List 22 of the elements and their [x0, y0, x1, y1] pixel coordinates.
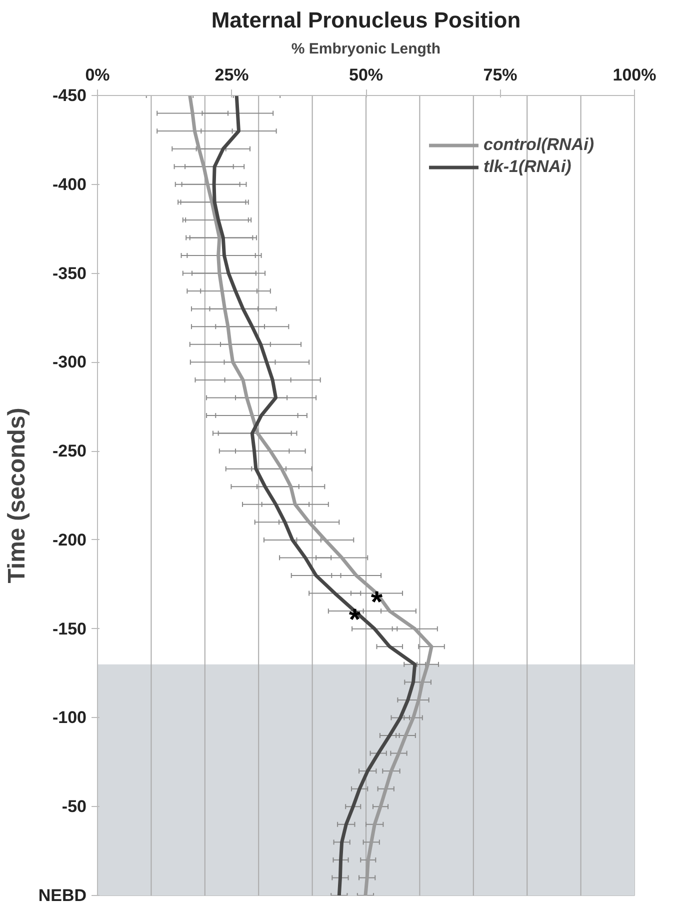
- x-tick-label: 100%: [612, 66, 656, 84]
- x-tick-label: 75%: [483, 66, 518, 84]
- annotation: *: [370, 586, 383, 619]
- x-tick-label: 50%: [348, 66, 384, 84]
- y-tick-label: NEBD: [38, 886, 86, 905]
- y-tick-label: -450: [52, 86, 87, 105]
- legend-label: control(RNAi): [484, 135, 594, 155]
- y-tick-label: -300: [52, 352, 87, 372]
- legend-label: tlk-1(RNAi): [484, 157, 572, 177]
- x-tick-label: 0%: [85, 66, 110, 84]
- chart-title: Maternal Pronucleus Position: [211, 8, 521, 32]
- y-tick-label: -100: [52, 708, 87, 728]
- y-tick-label: -250: [52, 442, 87, 461]
- y-axis-title: Time (seconds): [3, 408, 30, 584]
- y-tick-label: -200: [52, 530, 87, 550]
- y-tick-label: -150: [52, 619, 87, 638]
- x-axis-title: % Embryonic Length: [291, 40, 441, 58]
- x-tick-label: 25%: [214, 66, 249, 84]
- y-tick-label: -50: [62, 797, 87, 816]
- y-tick-label: -350: [52, 264, 87, 283]
- y-tick-label: -400: [52, 174, 87, 194]
- annotation: *: [348, 604, 361, 637]
